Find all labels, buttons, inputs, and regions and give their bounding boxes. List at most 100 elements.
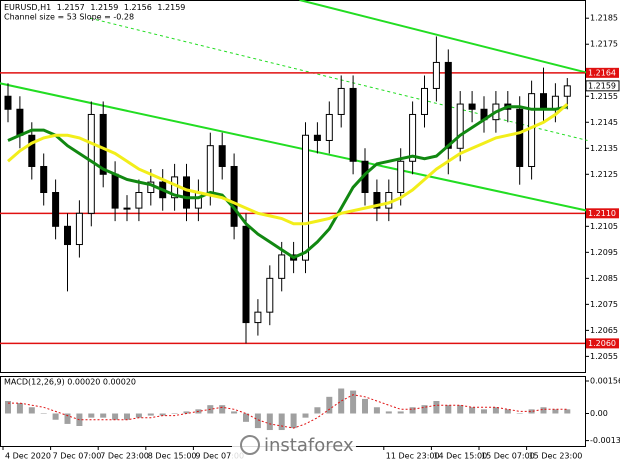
level-box (586, 208, 619, 219)
y-tick-label: 1.2145 (590, 118, 618, 127)
candle-body (64, 225, 71, 246)
candle-body (52, 192, 60, 227)
macd-bar (290, 413, 297, 429)
macd-bar (385, 411, 392, 414)
current-price-box (585, 80, 620, 92)
macd-bar (433, 401, 440, 414)
macd-bar (219, 405, 226, 414)
y-tick-label: 1.2185 (590, 14, 618, 23)
macd-bar (445, 405, 452, 414)
macd-bar (314, 407, 321, 414)
y-tick-label: 1.2175 (590, 40, 618, 49)
candle-body (254, 311, 262, 324)
macd-bar (278, 413, 285, 431)
y-tick-label: 1.2105 (590, 222, 618, 231)
candle-body (218, 145, 226, 167)
main-panel (0, 0, 586, 373)
macd-bar (362, 398, 368, 414)
candle-body (444, 61, 452, 149)
level-label: 1.2060 (588, 339, 616, 348)
macd-bar (373, 407, 380, 414)
candle-body (563, 85, 571, 97)
macd-bar (481, 409, 487, 414)
watermark: instaforex (232, 430, 356, 460)
macd-bar (338, 388, 345, 414)
macd-bar (421, 405, 428, 414)
macd-bar (124, 413, 130, 420)
y-tick-label: 1.2085 (590, 274, 618, 283)
macd-bar (457, 405, 464, 414)
channel-upper (299, 0, 588, 74)
current-price-label: 1.2159 (588, 81, 616, 90)
header-open: 1.2157 (57, 3, 85, 12)
header: EURUSD,H1 1.2157 1.2159 1.2156 1.2159 (4, 3, 185, 12)
x-tick-label: 7 Dec 23:00 (100, 452, 149, 461)
candle-body (421, 87, 428, 115)
watermark-logo (240, 435, 260, 455)
x-tick-label: 9 Dec 07:00 (195, 452, 244, 461)
candle-body (373, 192, 381, 209)
y-tick-label: 1.2095 (590, 248, 618, 257)
candle-body (468, 103, 476, 110)
macd-bar (516, 413, 523, 414)
candle-body (385, 192, 393, 209)
candle-body (16, 108, 24, 136)
candle-body (409, 113, 417, 162)
candle-body (432, 61, 440, 89)
macd-tick-label: -0.0013 (590, 436, 620, 445)
macd-bar (5, 401, 11, 414)
level-label: 1.2164 (588, 68, 616, 77)
macd-bar (266, 413, 273, 431)
macd-bar (40, 413, 47, 414)
candle-body (123, 207, 131, 210)
x-tick-label: 15 Dec 23:00 (529, 452, 583, 461)
macd-bar (528, 409, 535, 414)
candle-body (266, 277, 274, 313)
candle-body (540, 93, 547, 110)
candle-body (516, 108, 524, 167)
macd-tick-label: 0.00156 (590, 377, 620, 386)
candle-body (528, 93, 536, 167)
macd-signal (8, 394, 568, 429)
macd-bar (159, 413, 166, 416)
x-tick-label: 11 Dec 23:00 (386, 452, 440, 461)
x-tick-label: 15 Dec 07:00 (481, 452, 535, 461)
x-tick-label: 8 Dec 15:00 (148, 452, 197, 461)
macd-bar (504, 409, 511, 414)
macd-bar (540, 407, 547, 414)
candle-body (325, 113, 333, 141)
candle-body (206, 145, 214, 194)
candle-body (337, 87, 345, 115)
watermark-text: instaforex (264, 435, 354, 456)
candle-body (194, 192, 202, 209)
macd-bar (135, 413, 142, 418)
watermark-bg (232, 430, 356, 460)
candle-body (40, 165, 48, 194)
y-tick-label: 1.2135 (590, 144, 618, 153)
candle-body (28, 134, 36, 167)
channel-lower (0, 82, 588, 212)
macd-bar (28, 407, 35, 414)
header-low: 1.2156 (124, 3, 152, 12)
macd-bar (171, 413, 178, 414)
y-tick-label: 1.2055 (590, 352, 618, 361)
moving-average (7, 105, 568, 260)
moving-average (7, 102, 569, 226)
macd-bar (183, 411, 190, 414)
macd-bar (16, 403, 23, 414)
y-tick-label: 1.2155 (590, 92, 618, 101)
level-box (586, 67, 619, 78)
y-tick-label: 1.2065 (590, 326, 618, 335)
header-close: 1.2159 (157, 3, 185, 12)
x-tick-label: 4 Dec 2020 (5, 452, 51, 461)
candle-body (75, 212, 83, 246)
macd-bar (302, 413, 309, 418)
macd-bar (409, 407, 416, 414)
header-high: 1.2159 (90, 3, 118, 12)
candle-body (456, 103, 464, 149)
macd-bar (326, 396, 333, 414)
candle-body (242, 225, 250, 324)
